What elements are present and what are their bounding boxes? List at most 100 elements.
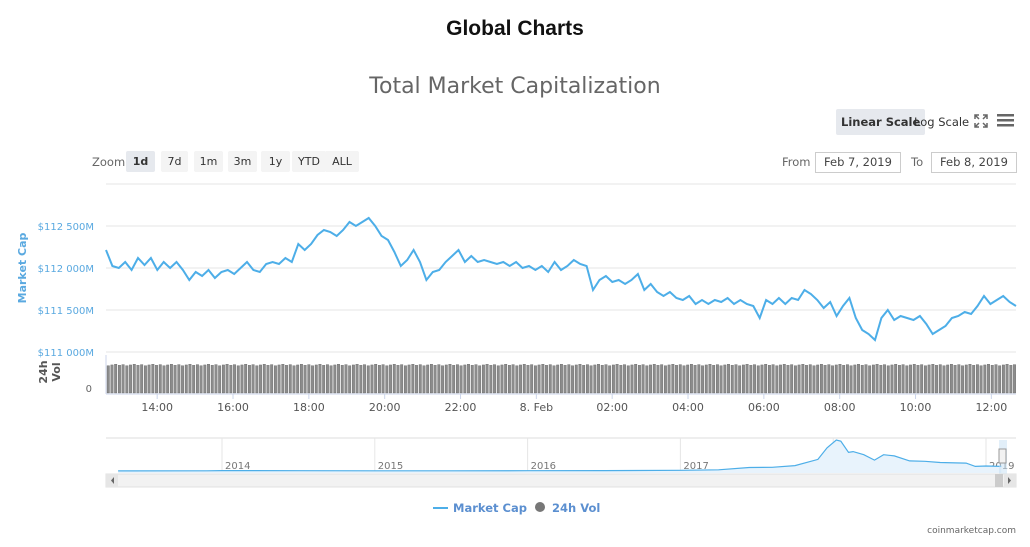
vol-bar xyxy=(589,365,593,394)
vol-bar xyxy=(842,365,846,394)
vol-bar xyxy=(467,364,470,394)
vol-bar xyxy=(938,364,942,394)
to-date-input[interactable]: Feb 8, 2019 xyxy=(931,152,1017,173)
vol-bar xyxy=(760,364,764,394)
vol-bar xyxy=(470,365,474,394)
market-cap-line xyxy=(105,216,1017,342)
vol-bar xyxy=(901,364,905,394)
vol-bar xyxy=(158,364,162,394)
vol-bar xyxy=(727,364,730,394)
linear-scale-button[interactable]: Linear Scale xyxy=(836,109,926,135)
vol-bar xyxy=(693,365,697,394)
vol-bar xyxy=(793,365,797,394)
vol-bar xyxy=(195,364,199,394)
vol-bar xyxy=(292,365,296,394)
vol-bar xyxy=(741,364,745,394)
vol-bar xyxy=(507,365,511,394)
zoom-1y-button[interactable]: 1y xyxy=(261,151,290,172)
vol-bar xyxy=(444,364,448,394)
vol-bar xyxy=(723,364,727,394)
vol-bar xyxy=(429,364,433,394)
x-tick-label: 06:00 xyxy=(748,401,780,414)
vol-bar xyxy=(233,364,236,394)
vol-bar xyxy=(433,365,437,394)
vol-bar xyxy=(623,364,626,394)
vol-bar xyxy=(704,364,708,394)
log-scale-button[interactable]: Log Scale xyxy=(914,115,970,129)
vol-bar xyxy=(949,364,953,394)
vol-bar xyxy=(556,364,560,394)
vol-bar xyxy=(563,365,567,394)
vol-bar xyxy=(890,364,894,394)
vol-bar xyxy=(916,365,920,394)
zoom-7d-button[interactable]: 7d xyxy=(161,151,188,172)
vol-bar xyxy=(671,364,675,394)
vol-bar xyxy=(571,365,574,394)
vol-bar xyxy=(1001,364,1005,394)
vol-bar xyxy=(630,364,634,394)
vol-bar xyxy=(132,364,136,394)
vol-bar xyxy=(831,365,834,394)
vol-bar xyxy=(656,365,660,394)
vol-bar xyxy=(942,365,946,394)
vol-bar xyxy=(207,364,210,394)
vol-bar xyxy=(229,365,233,394)
vol-bar xyxy=(366,365,370,394)
vol-bar xyxy=(626,365,630,394)
zoom-1d-button[interactable]: 1d xyxy=(126,151,155,172)
zoom-all-button[interactable]: ALL xyxy=(325,151,359,172)
vol-bar xyxy=(389,364,392,394)
vol-bar xyxy=(987,364,990,394)
vol-bar xyxy=(645,365,649,394)
vol-bar xyxy=(500,364,504,394)
vol-bar xyxy=(214,364,218,394)
scrollbar-thumb[interactable] xyxy=(995,474,1003,487)
vol-bar xyxy=(184,364,188,394)
navigator-scrollbar[interactable] xyxy=(105,473,1017,488)
vol-bar xyxy=(322,365,326,394)
vol-bar xyxy=(611,364,615,394)
vol-bar xyxy=(199,365,203,394)
vol-bar xyxy=(675,365,678,394)
vol-bar xyxy=(886,365,890,394)
vol-bar xyxy=(344,364,348,394)
vol-bar xyxy=(649,364,652,394)
zoom-3m-button[interactable]: 3m xyxy=(228,151,257,172)
legend-vol-icon[interactable] xyxy=(535,502,545,512)
vol-bar xyxy=(218,365,222,394)
vol-bar xyxy=(526,365,530,394)
x-tick-label: 8. Feb xyxy=(520,401,553,414)
zoom-ytd-button[interactable]: YTD xyxy=(292,151,326,172)
vol-bar xyxy=(303,365,307,394)
legend-vol[interactable]: 24h Vol xyxy=(552,501,600,515)
vol-bar xyxy=(812,365,816,394)
fullscreen-icon[interactable] xyxy=(974,114,988,128)
vol-bar xyxy=(262,364,266,394)
vol-bar xyxy=(392,364,396,394)
vol-bar xyxy=(983,364,987,394)
vol-bar xyxy=(545,365,548,394)
menu-icon[interactable] xyxy=(997,113,1014,127)
scroll-left-arrow-icon xyxy=(111,477,114,484)
vol-bar xyxy=(162,365,166,394)
vol-bar xyxy=(860,365,864,394)
vol-bar xyxy=(244,364,248,394)
vol-bar xyxy=(585,364,589,394)
vol-bar xyxy=(883,364,886,394)
vol-bar xyxy=(519,364,522,394)
vol-bar xyxy=(311,365,314,394)
from-date-input[interactable]: Feb 7, 2019 xyxy=(815,152,901,173)
vol-bar xyxy=(879,365,883,394)
zoom-1m-button[interactable]: 1m xyxy=(194,151,223,172)
vol-bar xyxy=(975,364,979,394)
navigator-handle[interactable] xyxy=(998,448,1007,464)
vol-bar xyxy=(652,364,656,394)
vol-bar xyxy=(697,364,701,394)
vol-bar xyxy=(968,364,972,394)
credit-link[interactable]: coinmarketcap.com xyxy=(927,526,1016,536)
vol-bar xyxy=(515,365,519,394)
vol-bar xyxy=(363,364,366,394)
x-tick-label: 10:00 xyxy=(900,401,932,414)
legend-market-cap[interactable]: Market Cap xyxy=(453,501,527,515)
vol-bar xyxy=(686,364,690,394)
